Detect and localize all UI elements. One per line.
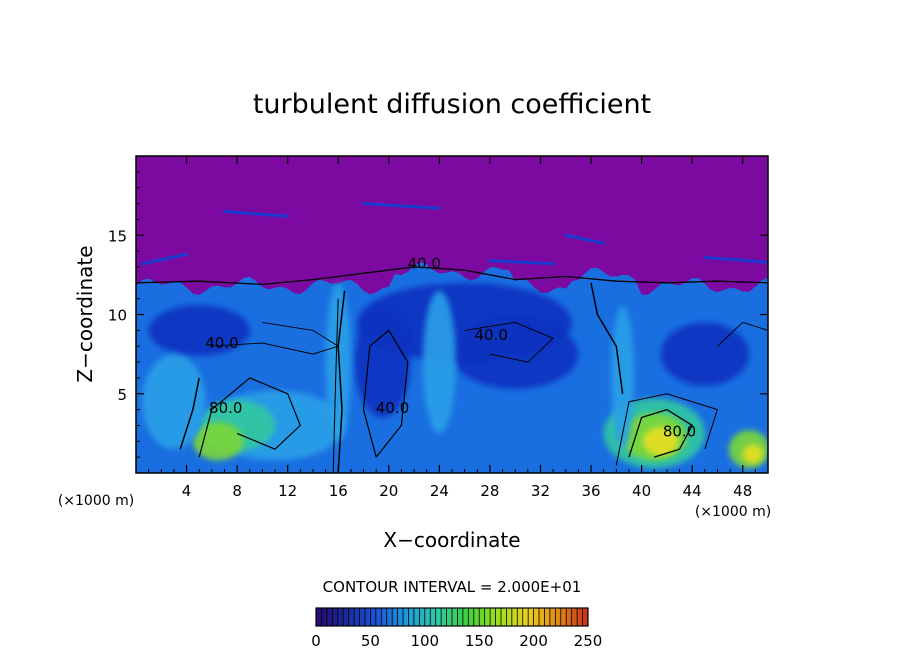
contour-line bbox=[628, 408, 694, 458]
field-plume bbox=[325, 282, 351, 442]
contour-line bbox=[198, 377, 302, 458]
contour-line bbox=[464, 321, 554, 363]
colorbar-tick-label: 200 bbox=[519, 632, 548, 650]
field-plume bbox=[142, 354, 206, 450]
colorbar-tick-label: 150 bbox=[465, 632, 494, 650]
field-core-low bbox=[148, 304, 250, 356]
heatmap-field bbox=[136, 156, 768, 473]
contour-line bbox=[211, 321, 340, 355]
x-tick-label: 44 bbox=[683, 482, 702, 500]
colorbar-tick-label: 250 bbox=[574, 632, 603, 650]
field-core-low bbox=[354, 306, 411, 418]
x-unit-right: (×1000 m) bbox=[695, 504, 771, 520]
contour-label: 40.0 bbox=[376, 399, 409, 417]
field-filament bbox=[222, 209, 290, 218]
contour-label: 80.0 bbox=[209, 399, 242, 417]
colorbar-ticks: 0 50 100 150 200 250 bbox=[311, 632, 602, 650]
contour-line bbox=[136, 266, 768, 286]
chart-title: turbulent diffusion coefficient bbox=[253, 89, 651, 120]
field-core-low bbox=[660, 322, 749, 386]
y-tick-label: 10 bbox=[108, 307, 127, 325]
contour-line bbox=[332, 298, 339, 473]
contour-line bbox=[590, 282, 624, 394]
field-filament bbox=[488, 259, 555, 266]
contour-line bbox=[362, 329, 409, 458]
contour-label: 40.0 bbox=[205, 334, 238, 352]
x-axis-label: X−coordinate bbox=[383, 528, 520, 552]
y-tick-label: 5 bbox=[117, 386, 127, 404]
x-tick-label: 8 bbox=[232, 482, 242, 500]
x-tick-label: 4 bbox=[182, 482, 192, 500]
colorbar-tick-label: 100 bbox=[410, 632, 439, 650]
field-vortex bbox=[642, 427, 679, 456]
contour-label: 40.0 bbox=[407, 255, 440, 273]
x-tick-label: 48 bbox=[733, 482, 752, 500]
field-plume bbox=[611, 306, 635, 450]
contour-line bbox=[179, 377, 200, 450]
contour-labels: 40.0 40.0 40.0 40.0 80.0 80.0 bbox=[205, 255, 696, 441]
colorbar-tick-label: 50 bbox=[361, 632, 380, 650]
field-vortex bbox=[742, 444, 763, 464]
x-tick-label: 40 bbox=[632, 482, 651, 500]
contour-interval: CONTOUR INTERVAL = 2.000E+01 bbox=[323, 578, 582, 596]
field-core-low bbox=[452, 319, 579, 390]
field-filament bbox=[140, 252, 189, 266]
contour-label: 80.0 bbox=[663, 423, 696, 441]
contour-lines bbox=[136, 266, 768, 473]
field-filament bbox=[362, 202, 441, 210]
x-tick-label: 32 bbox=[531, 482, 550, 500]
field-filament bbox=[703, 255, 768, 264]
field-plume bbox=[422, 290, 456, 434]
x-tick-label: 16 bbox=[329, 482, 348, 500]
x-axis-ticks: 4 8 12 16 20 24 28 32 36 40 44 48 bbox=[148, 156, 756, 500]
contour-line bbox=[337, 290, 346, 473]
y-tick-label: 15 bbox=[108, 227, 127, 245]
x-tick-label: 24 bbox=[430, 482, 449, 500]
x-unit-left: (×1000 m) bbox=[58, 493, 134, 509]
x-tick-label: 20 bbox=[379, 482, 398, 500]
y-axis-label: Z−coordinate bbox=[73, 245, 97, 382]
colorbar bbox=[315, 607, 589, 627]
x-tick-label: 36 bbox=[581, 482, 600, 500]
contour-line bbox=[717, 321, 768, 347]
contour-label: 40.0 bbox=[474, 326, 507, 344]
colorbar-tick-label: 0 bbox=[311, 632, 321, 650]
contour-line bbox=[615, 393, 719, 466]
field-filament bbox=[564, 233, 606, 245]
y-axis-ticks: 5 10 15 bbox=[108, 171, 768, 458]
x-tick-label: 28 bbox=[480, 482, 499, 500]
colorbar-frame bbox=[315, 607, 589, 627]
x-tick-label: 12 bbox=[278, 482, 297, 500]
